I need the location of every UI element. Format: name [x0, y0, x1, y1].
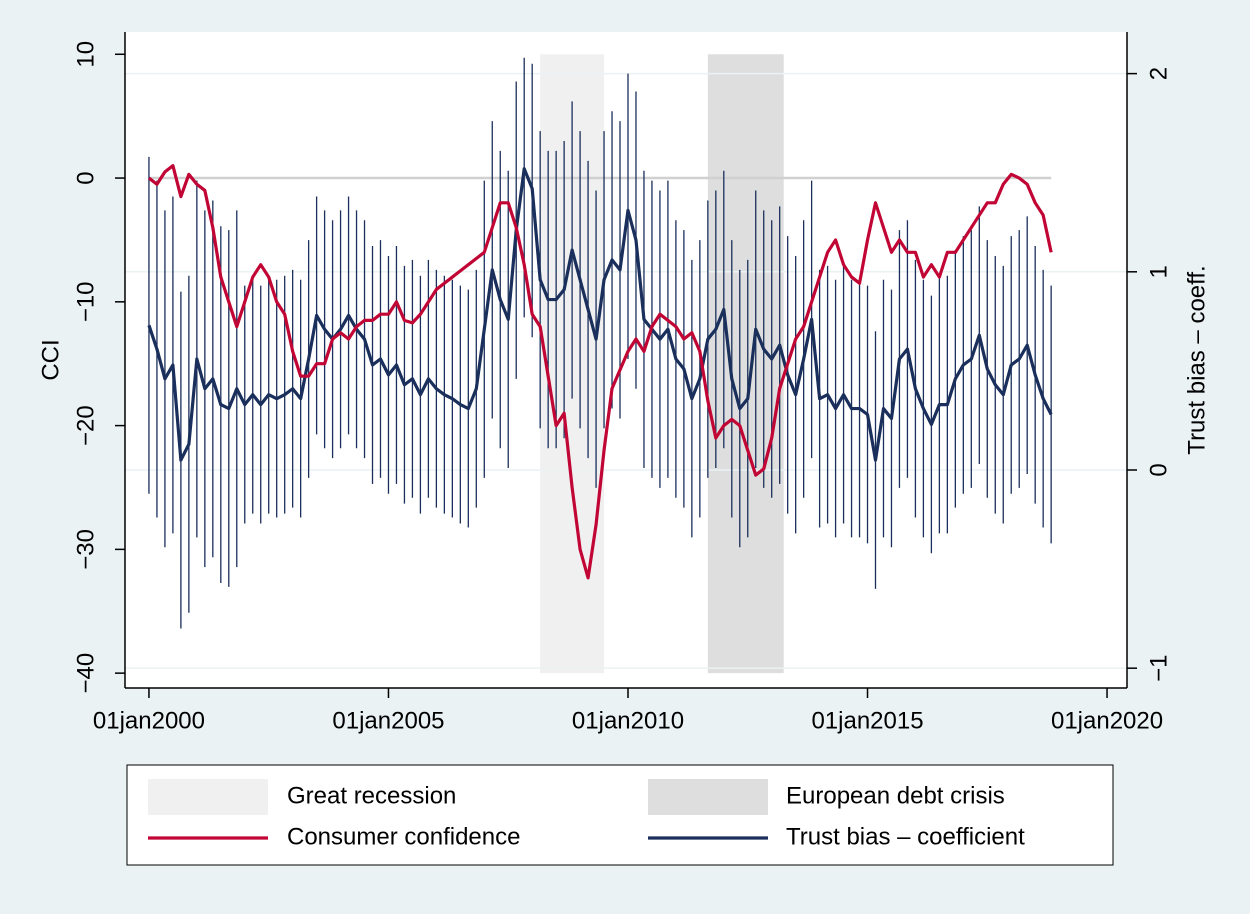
- x-tick-label: 01jan2020: [1051, 707, 1163, 734]
- y2-tick-label: −1: [1145, 654, 1172, 681]
- legend-label: European debt crisis: [786, 782, 1005, 809]
- legend-label: Great recession: [287, 782, 456, 809]
- series-line: [147, 164, 1053, 580]
- x-tick-label: 01jan2010: [572, 707, 684, 734]
- legend-label: Consumer confidence: [287, 823, 520, 850]
- y-tick-label: 0: [72, 171, 99, 184]
- legend-swatch: [648, 779, 768, 815]
- y2-axis-title: Trust bias – coeff.: [1183, 265, 1210, 454]
- y-tick-label: −30: [72, 529, 99, 570]
- plot-layer: [125, 54, 1127, 674]
- y2-tick-label: 1: [1145, 265, 1172, 278]
- y2-tick-label: 0: [1145, 463, 1172, 476]
- series-line: [147, 167, 1053, 462]
- x-tick-label: 01jan2005: [332, 707, 444, 734]
- legend-swatch: [148, 779, 268, 815]
- y-tick-label: −20: [72, 405, 99, 446]
- y-tick-label: 10: [72, 41, 99, 68]
- x-tick-label: 01jan2015: [811, 707, 923, 734]
- shaded-period: [707, 54, 784, 674]
- legend: [126, 764, 1114, 866]
- y-tick-label: −40: [72, 653, 99, 694]
- y-tick-label: −10: [72, 281, 99, 322]
- legend-label: Trust bias – coefficient: [786, 823, 1025, 850]
- x-tick-label: 01jan2000: [93, 707, 205, 734]
- y2-tick-label: 2: [1145, 67, 1172, 80]
- y-axis-title: CCI: [37, 339, 64, 380]
